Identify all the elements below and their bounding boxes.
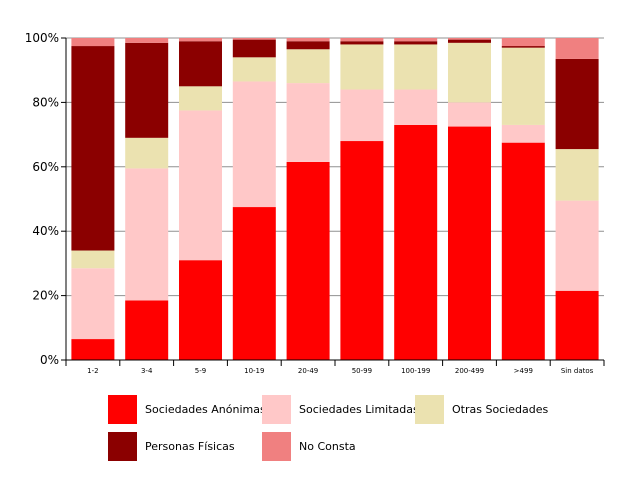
legend-swatch-personas-fisicas bbox=[108, 432, 137, 461]
y-tick-label: 20% bbox=[32, 289, 59, 303]
bar-segment-no-consta-1-2 bbox=[71, 38, 115, 47]
bar-segment-personas-fisicas-sin-datos bbox=[555, 58, 599, 150]
y-tick-label: 0% bbox=[40, 353, 59, 367]
bar-segment-otras-sociedades-20-49 bbox=[286, 49, 330, 84]
bar-segment-otras-sociedades-499 bbox=[501, 47, 545, 125]
y-tick-label: 40% bbox=[32, 224, 59, 238]
legend: Sociedades Anónimas Sociedades Limitadas O… bbox=[108, 395, 549, 461]
y-tick-label: 80% bbox=[32, 95, 59, 109]
legend-label-no-consta: No Consta bbox=[299, 440, 356, 453]
bar-segment-otras-sociedades-50-99 bbox=[340, 44, 384, 90]
bar-segment-personas-fisicas-10-19 bbox=[232, 39, 276, 58]
bar-segment-sociedades-anonimas-50-99 bbox=[340, 141, 384, 360]
bar-segment-sociedades-limitadas-200-499 bbox=[448, 102, 491, 127]
bar-segment-sociedades-anonimas-499 bbox=[501, 142, 545, 360]
bar-segment-sociedades-anonimas-3-4 bbox=[125, 300, 169, 360]
bar-segment-personas-fisicas-200-499 bbox=[448, 39, 491, 43]
bar-segment-sociedades-anonimas-1-2 bbox=[71, 339, 115, 360]
legend-swatch-sociedades-anonimas bbox=[108, 395, 137, 424]
bars-group bbox=[71, 38, 599, 360]
bar-segment-no-consta-100-199 bbox=[394, 38, 438, 42]
bar-segment-sociedades-limitadas-sin-datos bbox=[555, 200, 599, 291]
bar-segment-sociedades-anonimas-sin-datos bbox=[555, 290, 599, 360]
y-axis: 0% 20% 40% 60% 80% 100% bbox=[25, 31, 67, 367]
bar-segment-sociedades-limitadas-100-199 bbox=[394, 89, 438, 125]
bar-segment-sociedades-anonimas-5-9 bbox=[179, 260, 222, 360]
bar-segment-otras-sociedades-1-2 bbox=[71, 250, 115, 269]
bar-segment-personas-fisicas-499 bbox=[501, 46, 545, 48]
bar-segment-no-consta-50-99 bbox=[340, 38, 384, 42]
bar-segment-personas-fisicas-50-99 bbox=[340, 41, 384, 45]
bar-segment-personas-fisicas-100-199 bbox=[394, 41, 438, 45]
legend-swatch-sociedades-limitadas bbox=[262, 395, 291, 424]
x-tick-label: 10-19 bbox=[244, 367, 264, 375]
bar-segment-sociedades-anonimas-10-19 bbox=[232, 207, 276, 360]
x-tick-label: 3-4 bbox=[141, 367, 153, 375]
bar-segment-no-consta-499 bbox=[501, 38, 545, 47]
y-tick-label: 100% bbox=[25, 31, 59, 45]
bar-segment-sociedades-limitadas-50-99 bbox=[340, 89, 384, 142]
bar-segment-sociedades-limitadas-499 bbox=[501, 124, 545, 143]
x-tick-label: 20-49 bbox=[298, 367, 318, 375]
bar-segment-no-consta-200-499 bbox=[448, 38, 491, 40]
bar-segment-no-consta-10-19 bbox=[232, 38, 276, 40]
x-tick-label: Sin datos bbox=[561, 367, 594, 375]
bar-segment-sociedades-anonimas-100-199 bbox=[394, 124, 438, 360]
x-tick-label: 50-99 bbox=[352, 367, 372, 375]
bar-segment-sociedades-limitadas-20-49 bbox=[286, 83, 330, 162]
bar-segment-otras-sociedades-10-19 bbox=[232, 57, 276, 82]
bar-segment-no-consta-20-49 bbox=[286, 38, 330, 42]
bar-segment-sociedades-limitadas-10-19 bbox=[232, 81, 276, 208]
bar-segment-otras-sociedades-sin-datos bbox=[555, 149, 599, 201]
bar-segment-sociedades-anonimas-20-49 bbox=[286, 161, 330, 360]
legend-label-sociedades-anonimas: Sociedades Anónimas bbox=[145, 403, 266, 416]
x-tick-label: 1-2 bbox=[87, 367, 98, 375]
bar-segment-otras-sociedades-100-199 bbox=[394, 44, 438, 90]
bar-segment-no-consta-5-9 bbox=[179, 38, 222, 42]
bar-segment-sociedades-anonimas-200-499 bbox=[448, 126, 491, 360]
legend-label-sociedades-limitadas: Sociedades Limitadas bbox=[299, 403, 419, 416]
x-tick-label: 200-499 bbox=[455, 367, 484, 375]
bar-segment-otras-sociedades-200-499 bbox=[448, 42, 491, 103]
x-tick-label: 5-9 bbox=[195, 367, 206, 375]
bar-segment-otras-sociedades-5-9 bbox=[179, 86, 222, 111]
bar-segment-no-consta-3-4 bbox=[125, 38, 169, 43]
bar-segment-personas-fisicas-5-9 bbox=[179, 41, 222, 87]
legend-label-personas-fisicas: Personas Físicas bbox=[145, 440, 235, 453]
x-tick-label: 100-199 bbox=[401, 367, 430, 375]
bar-segment-personas-fisicas-20-49 bbox=[286, 41, 330, 50]
bar-segment-otras-sociedades-3-4 bbox=[125, 137, 169, 169]
x-tick-label: >499 bbox=[514, 367, 533, 375]
legend-swatch-otras-sociedades bbox=[415, 395, 444, 424]
bar-segment-personas-fisicas-1-2 bbox=[71, 46, 115, 251]
legend-swatch-no-consta bbox=[262, 432, 291, 461]
bar-segment-sociedades-limitadas-5-9 bbox=[179, 110, 222, 261]
bar-segment-no-consta-sin-datos bbox=[555, 38, 599, 59]
legend-label-otras-sociedades: Otras Sociedades bbox=[452, 403, 549, 416]
y-tick-label: 60% bbox=[32, 160, 59, 174]
bar-segment-personas-fisicas-3-4 bbox=[125, 42, 169, 138]
x-axis: 1-2 3-4 5-9 10-19 20-49 50-99 100-199 200-499 >4… bbox=[66, 359, 605, 375]
bar-segment-sociedades-limitadas-1-2 bbox=[71, 268, 115, 340]
bar-segment-sociedades-limitadas-3-4 bbox=[125, 168, 169, 301]
